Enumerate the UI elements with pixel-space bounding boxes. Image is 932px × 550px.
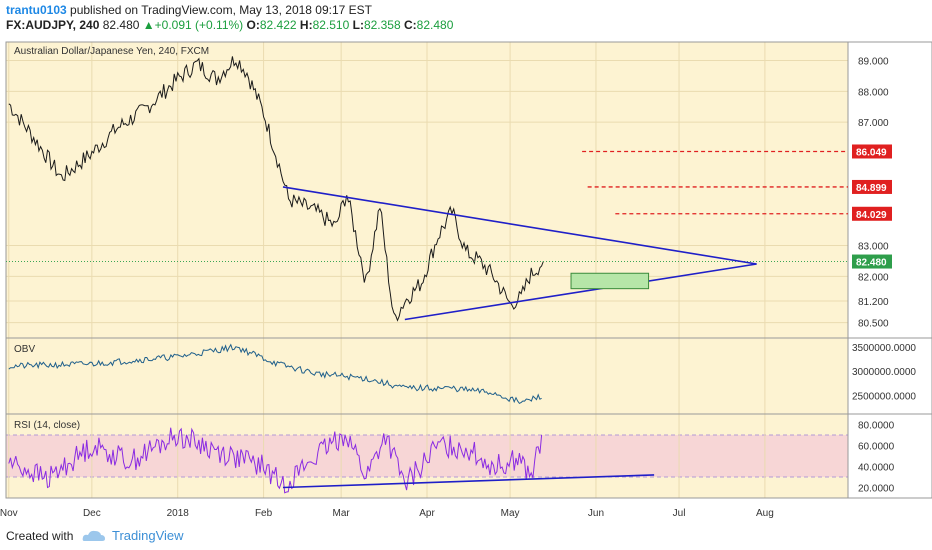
x-tick-label: Jun	[588, 508, 604, 519]
x-tick-label: Nov	[0, 508, 18, 519]
low-value: 82.358	[363, 18, 401, 32]
open-value: 82.422	[259, 18, 297, 32]
rsi-trendline	[282, 474, 655, 489]
quote-line: FX:AUDJPY, 240 82.480 ▲+0.091 (+0.11%) O…	[6, 18, 453, 32]
footer: Created with TradingView	[0, 522, 932, 550]
y-tick-label: 87.000	[858, 118, 889, 129]
last-price: 82.480	[102, 18, 140, 32]
rsi-y-tick-label: 40.0000	[858, 463, 895, 474]
price-panel-title: Australian Dollar/Japanese Yen, 240, FXC…	[14, 46, 209, 57]
price-tag-label: 86.049	[856, 147, 887, 158]
target-box	[570, 272, 650, 290]
x-tick-label: Jul	[673, 508, 686, 519]
change-value: +0.091 (+0.11%)	[154, 18, 244, 32]
price-tag-label: 84.899	[856, 183, 887, 194]
obv-y-tick-label: 3500000.0000	[852, 343, 916, 354]
close-label: C:	[404, 18, 417, 32]
rsi-series	[8, 427, 543, 494]
x-tick-label: Apr	[419, 508, 435, 519]
y-tick-label: 89.000	[858, 57, 889, 68]
price-tag-box	[852, 254, 892, 269]
y-tick-label: 82.000	[858, 272, 889, 283]
price-tag-label: 84.029	[856, 210, 887, 221]
obv-y-tick-label: 3000000.0000	[852, 367, 916, 378]
rsi-y-tick-label: 60.0000	[858, 442, 895, 453]
author-link[interactable]: trantu0103	[6, 3, 67, 17]
x-tick-label: May	[501, 508, 520, 519]
price-tag-box	[852, 179, 892, 194]
created-with-text: Created with	[6, 529, 74, 543]
obv-panel-title: OBV	[14, 344, 35, 355]
price-tag-label: 82.480	[856, 258, 887, 269]
price-tag-box	[852, 144, 892, 159]
tradingview-logo-icon	[82, 530, 105, 541]
price-tag-box	[852, 206, 892, 221]
up-arrow-icon: ▲	[142, 18, 155, 32]
symbol-label[interactable]: FX:AUDJPY, 240	[6, 18, 100, 32]
chart-header: trantu0103 published on TradingView.com,…	[0, 0, 932, 36]
rsi-y-tick-label: 80.0000	[858, 421, 895, 432]
y-tick-label: 88.000	[858, 87, 889, 98]
rsi-panel-title: RSI (14, close)	[14, 420, 80, 431]
high-label: H:	[299, 18, 313, 32]
x-tick-label: 2018	[167, 508, 190, 519]
rsi-y-tick-label: 20.0000	[858, 484, 895, 495]
publish-info: trantu0103 published on TradingView.com,…	[6, 3, 372, 17]
x-tick-label: Aug	[756, 508, 774, 519]
obv-series	[8, 343, 542, 405]
tradingview-link[interactable]: TradingView	[112, 528, 184, 543]
lower-trendline	[404, 263, 757, 321]
close-value: 82.480	[416, 18, 454, 32]
y-tick-label: 81.200	[858, 297, 889, 308]
chart-frame	[5, 41, 932, 499]
low-label: L:	[352, 18, 364, 32]
x-tick-label: Dec	[83, 508, 101, 519]
x-tick-label: Mar	[333, 508, 351, 519]
y-tick-label: 83.000	[858, 242, 889, 253]
open-label: O:	[246, 18, 260, 32]
chart-canvas[interactable]: Nov Dec 2018 Feb Mar Apr May Jun Jul Aug 89.000 88.…	[0, 36, 932, 522]
high-value: 82.510	[312, 18, 350, 32]
published-text: published on TradingView.com, May 13, 20…	[66, 3, 373, 17]
upper-trendline	[282, 186, 757, 265]
obv-y-tick-label: 2500000.0000	[852, 391, 916, 402]
x-tick-label: Feb	[255, 508, 273, 519]
y-tick-label: 80.500	[858, 319, 889, 330]
